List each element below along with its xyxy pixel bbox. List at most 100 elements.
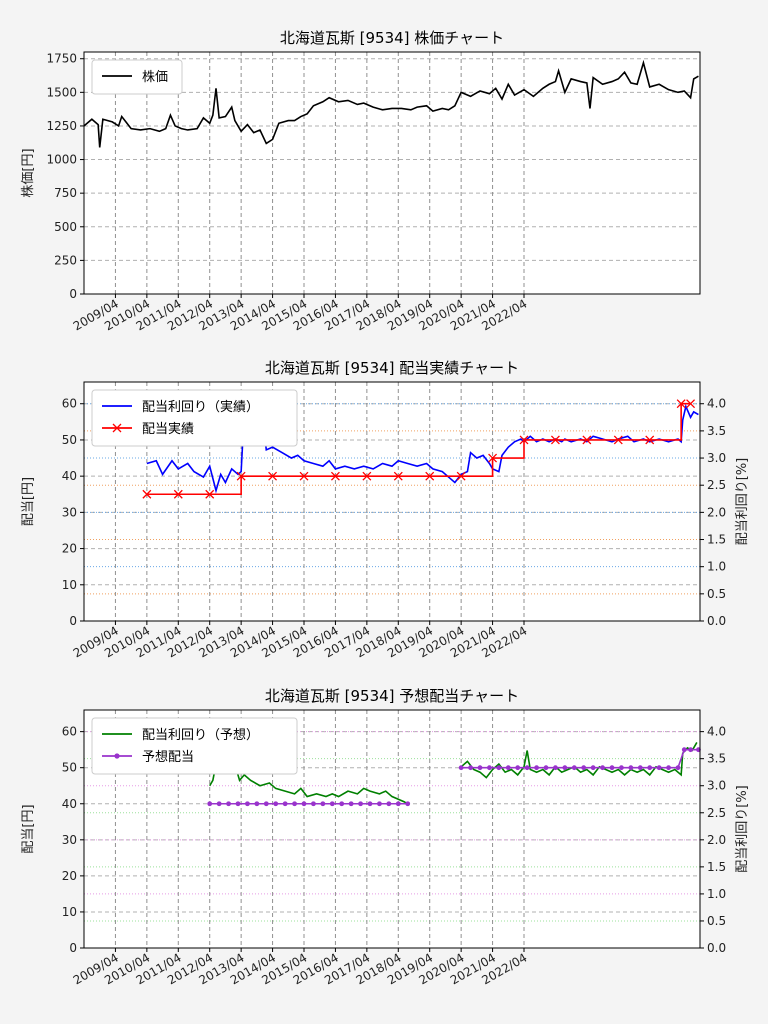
data-point [543,765,549,771]
y2-axis-label: 配当利回り[%] [735,458,750,546]
legend-label: 予想配当 [142,749,194,765]
legend-label: 配当実績 [142,421,194,437]
data-point [348,801,354,807]
data-point [458,765,464,771]
y-tick-label: 40 [62,797,77,811]
y-tick-label: 10 [62,578,77,592]
y2-tick-label: 2.0 [707,833,726,847]
y2-tick-label: 1.0 [707,560,726,574]
data-point [676,399,686,409]
legend-marker [114,753,120,759]
y2-tick-label: 3.5 [707,752,726,766]
y2-tick-label: 4.0 [707,725,726,739]
y2-tick-label: 4.0 [707,397,726,411]
data-point [656,765,662,771]
data-point [524,765,530,771]
data-point [425,471,435,481]
data-point [666,765,671,771]
data-point [688,747,693,753]
y2-tick-label: 1.5 [707,533,726,547]
legend-label: 配当利回り（予想） [142,727,259,743]
y2-tick-label: 0.0 [707,941,726,955]
y-axis-label: 株価[円] [21,148,36,197]
y-tick-label: 30 [62,833,77,847]
data-point [339,801,345,807]
y-tick-label: 0 [69,941,77,955]
data-point [311,801,316,807]
data-point [613,435,623,445]
y-tick-label: 20 [62,869,77,883]
legend-marker [112,423,122,433]
y-tick-label: 750 [54,186,77,200]
legend-box [91,389,298,447]
series-line [460,742,698,779]
data-point [358,801,363,807]
y-tick-label: 250 [54,253,77,267]
data-point [393,471,403,481]
series-line [84,59,699,148]
data-point [142,489,152,499]
data-point [207,801,213,807]
legend-box [91,59,183,95]
data-point [405,801,411,807]
data-point [282,801,288,807]
data-point [628,765,634,771]
y-tick-label: 0 [69,614,77,628]
y2-tick-label: 0.0 [707,614,726,628]
y-tick-label: 30 [62,505,77,519]
data-point [362,471,372,481]
data-point [637,765,643,771]
y2-tick-label: 2.5 [707,806,726,820]
y-tick-label: 60 [62,397,77,411]
axes-frame [83,51,701,295]
data-point [571,765,577,771]
data-point [590,765,596,771]
y-axis-label: 配当[円] [21,477,36,526]
data-point [173,489,183,499]
data-point [496,765,502,771]
data-point [367,801,373,807]
y2-tick-label: 3.0 [707,451,726,465]
chart-title: 北海道瓦斯 [9534] 予想配当チャート [265,687,519,705]
y2-tick-label: 2.0 [707,505,726,519]
y-tick-label: 0 [69,287,77,301]
data-point [600,765,605,771]
y2-tick-label: 0.5 [707,587,726,601]
y-tick-label: 60 [62,725,77,739]
data-point [477,765,483,771]
data-point [292,801,297,807]
data-point [456,471,466,481]
data-point [581,765,587,771]
data-point [681,747,687,753]
y-tick-label: 1250 [46,119,77,133]
data-point [273,801,279,807]
y-tick-label: 500 [54,220,77,234]
data-point [235,801,241,807]
y-axis-label: 配当[円] [21,804,36,853]
data-point [562,765,568,771]
y-tick-label: 1000 [46,153,77,167]
data-point [619,765,624,771]
chart-title: 北海道瓦斯 [9534] 株価チャート [280,29,504,47]
data-point [488,453,498,463]
data-point [534,765,539,771]
data-point [647,765,653,771]
y2-tick-label: 3.5 [707,424,726,438]
data-point [519,435,529,445]
legend-label: 配当利回り（実績） [142,399,259,415]
data-point [299,471,309,481]
data-point [226,801,231,807]
data-point [330,471,340,481]
data-point [263,801,269,807]
data-point [320,801,326,807]
legend-label: 株価 [142,70,168,85]
data-point [254,801,260,807]
y-tick-label: 40 [62,469,77,483]
data-point [395,801,401,807]
chart-panel-3: 北海道瓦斯 [9534] 予想配当チャート 0 10 20 30 40 50 60 0.0 0.5… [21,687,750,988]
data-point [236,471,246,481]
data-point [386,801,392,807]
data-point [515,765,521,771]
data-point [205,489,215,499]
